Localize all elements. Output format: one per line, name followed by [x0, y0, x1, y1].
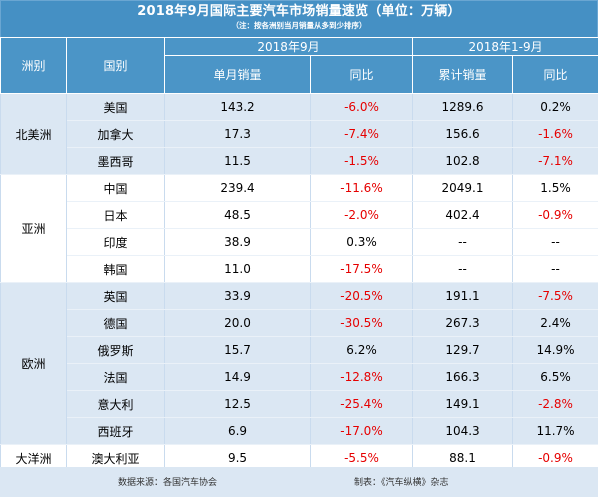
continent-cell: 亚洲 — [0, 174, 67, 283]
table-row: 西班牙 6.9 -17.0% 104.3 11.7% — [1, 417, 598, 445]
country-cell: 西班牙 — [66, 417, 165, 445]
country-cell: 德国 — [66, 309, 165, 337]
cumulative-sales-cell: 2049.1 — [412, 174, 513, 202]
yoy-month-cell: 6.2% — [310, 336, 413, 364]
cumulative-sales-cell: 149.1 — [412, 390, 513, 418]
cumulative-sales-cell: 102.8 — [412, 147, 513, 175]
continent-cell: 欧洲 — [0, 282, 67, 445]
yoy-month-cell: -30.5% — [310, 309, 413, 337]
monthly-sales-cell: 12.5 — [164, 390, 311, 418]
country-cell: 意大利 — [66, 390, 165, 418]
yoy-ytd-cell: 14.9% — [511, 336, 598, 364]
country-cell: 加拿大 — [66, 120, 165, 148]
yoy-ytd-cell: 11.7% — [511, 417, 598, 445]
monthly-sales-cell: 11.5 — [164, 147, 311, 175]
country-cell: 俄罗斯 — [66, 336, 165, 364]
table-row: 意大利 12.5 -25.4% 149.1 -2.8% — [1, 390, 598, 418]
yoy-month-cell: -6.0% — [310, 93, 413, 121]
table-row: 韩国 11.0 -17.5% -- -- — [1, 255, 598, 283]
maker-note: 制表：《汽车纵横》杂志 — [354, 478, 449, 488]
table-body: 北美洲 美国 143.2 -6.0% 1289.6 0.2% 加拿大 17.3 -7.4% 156… — [0, 93, 598, 472]
table-row: 墨西哥 11.5 -1.5% 102.8 -7.1% — [1, 147, 598, 175]
monthly-sales-cell: 33.9 — [164, 282, 311, 310]
table-title: 2018年9月国际主要汽车市场销量速览（单位：万辆） — [137, 4, 461, 19]
yoy-month-cell: -7.4% — [310, 120, 413, 148]
table-subtitle: （注：按各洲别当月销量从多到少排序） — [231, 21, 367, 30]
cumulative-sales-cell: 166.3 — [412, 363, 513, 391]
yoy-ytd-cell: 1.5% — [511, 174, 598, 202]
yoy-ytd-cell: 2.4% — [511, 309, 598, 337]
table-row: 印度 38.9 0.3% -- -- — [1, 228, 598, 256]
source-note: 数据来源：各国汽车协会 — [118, 478, 218, 488]
header-group-month: 2018年9月 — [164, 37, 413, 56]
title-bar: 2018年9月国际主要汽车市场销量速览（单位：万辆） （注：按各洲别当月销量从多… — [0, 0, 598, 38]
monthly-sales-cell: 6.9 — [164, 417, 311, 445]
country-cell: 英国 — [66, 282, 165, 310]
table-row: 加拿大 17.3 -7.4% 156.6 -1.6% — [1, 120, 598, 148]
header-country: 国别 — [66, 37, 165, 94]
country-cell: 法国 — [66, 363, 165, 391]
country-cell: 墨西哥 — [66, 147, 165, 175]
monthly-sales-cell: 38.9 — [164, 228, 311, 256]
country-cell: 中国 — [66, 174, 165, 202]
yoy-ytd-cell: -0.9% — [511, 201, 598, 229]
yoy-ytd-cell: 0.2% — [511, 93, 598, 121]
country-cell: 韩国 — [66, 255, 165, 283]
table-row: 法国 14.9 -12.8% 166.3 6.5% — [1, 363, 598, 391]
monthly-sales-cell: 239.4 — [164, 174, 311, 202]
yoy-month-cell: -12.8% — [310, 363, 413, 391]
cumulative-sales-cell: -- — [412, 255, 513, 283]
footer: 数据来源：各国汽车协会 制表：《汽车纵横》杂志 — [0, 467, 598, 497]
monthly-sales-cell: 15.7 — [164, 336, 311, 364]
country-cell: 美国 — [66, 93, 165, 121]
header-yoy-ytd: 同比 — [511, 55, 598, 94]
yoy-month-cell: -1.5% — [310, 147, 413, 175]
header-group-ytd: 2018年1-9月 — [411, 37, 598, 56]
monthly-sales-cell: 48.5 — [164, 201, 311, 229]
table-row: 亚洲 中国 239.4 -11.6% 2049.1 1.5% — [0, 174, 598, 283]
cumulative-sales-cell: 267.3 — [412, 309, 513, 337]
yoy-ytd-cell: -- — [511, 255, 598, 283]
monthly-sales-cell: 143.2 — [164, 93, 311, 121]
yoy-ytd-cell: -2.8% — [511, 390, 598, 418]
country-cell: 印度 — [66, 228, 165, 256]
yoy-month-cell: -25.4% — [310, 390, 413, 418]
yoy-ytd-cell: 6.5% — [511, 363, 598, 391]
yoy-month-cell: 0.3% — [310, 228, 413, 256]
yoy-month-cell: -17.0% — [310, 417, 413, 445]
monthly-sales-cell: 11.0 — [164, 255, 311, 283]
table-row: 俄罗斯 15.7 6.2% 129.7 14.9% — [1, 336, 598, 364]
cumulative-sales-cell: 104.3 — [412, 417, 513, 445]
header-monthly-sales: 单月销量 — [164, 55, 311, 94]
cumulative-sales-cell: 402.4 — [412, 201, 513, 229]
yoy-ytd-cell: -7.5% — [511, 282, 598, 310]
cumulative-sales-cell: 156.6 — [412, 120, 513, 148]
header-yoy-month: 同比 — [310, 55, 413, 94]
monthly-sales-cell: 20.0 — [164, 309, 311, 337]
monthly-sales-cell: 14.9 — [164, 363, 311, 391]
yoy-month-cell: -17.5% — [310, 255, 413, 283]
cumulative-sales-cell: -- — [412, 228, 513, 256]
header-cumulative-sales: 累计销量 — [412, 55, 513, 94]
country-cell: 日本 — [66, 201, 165, 229]
table-row: 欧洲 英国 33.9 -20.5% 191.1 -7.5% — [0, 282, 598, 445]
yoy-ytd-cell: -1.6% — [511, 120, 598, 148]
cumulative-sales-cell: 191.1 — [412, 282, 513, 310]
table-row: 日本 48.5 -2.0% 402.4 -0.9% — [1, 201, 598, 229]
sales-table: 洲别 国别 2018年9月 2018年1-9月 单月销量 同比 累计销量 同比 … — [0, 37, 598, 472]
table-row: 德国 20.0 -30.5% 267.3 2.4% — [1, 309, 598, 337]
continent-cell: 北美洲 — [0, 93, 67, 175]
table-row: 北美洲 美国 143.2 -6.0% 1289.6 0.2% — [0, 93, 598, 175]
yoy-month-cell: -11.6% — [310, 174, 413, 202]
yoy-ytd-cell: -7.1% — [511, 147, 598, 175]
monthly-sales-cell: 17.3 — [164, 120, 311, 148]
cumulative-sales-cell: 1289.6 — [412, 93, 513, 121]
yoy-ytd-cell: -- — [511, 228, 598, 256]
header-continent: 洲别 — [0, 37, 67, 94]
yoy-month-cell: -20.5% — [310, 282, 413, 310]
yoy-month-cell: -2.0% — [310, 201, 413, 229]
cumulative-sales-cell: 129.7 — [412, 336, 513, 364]
